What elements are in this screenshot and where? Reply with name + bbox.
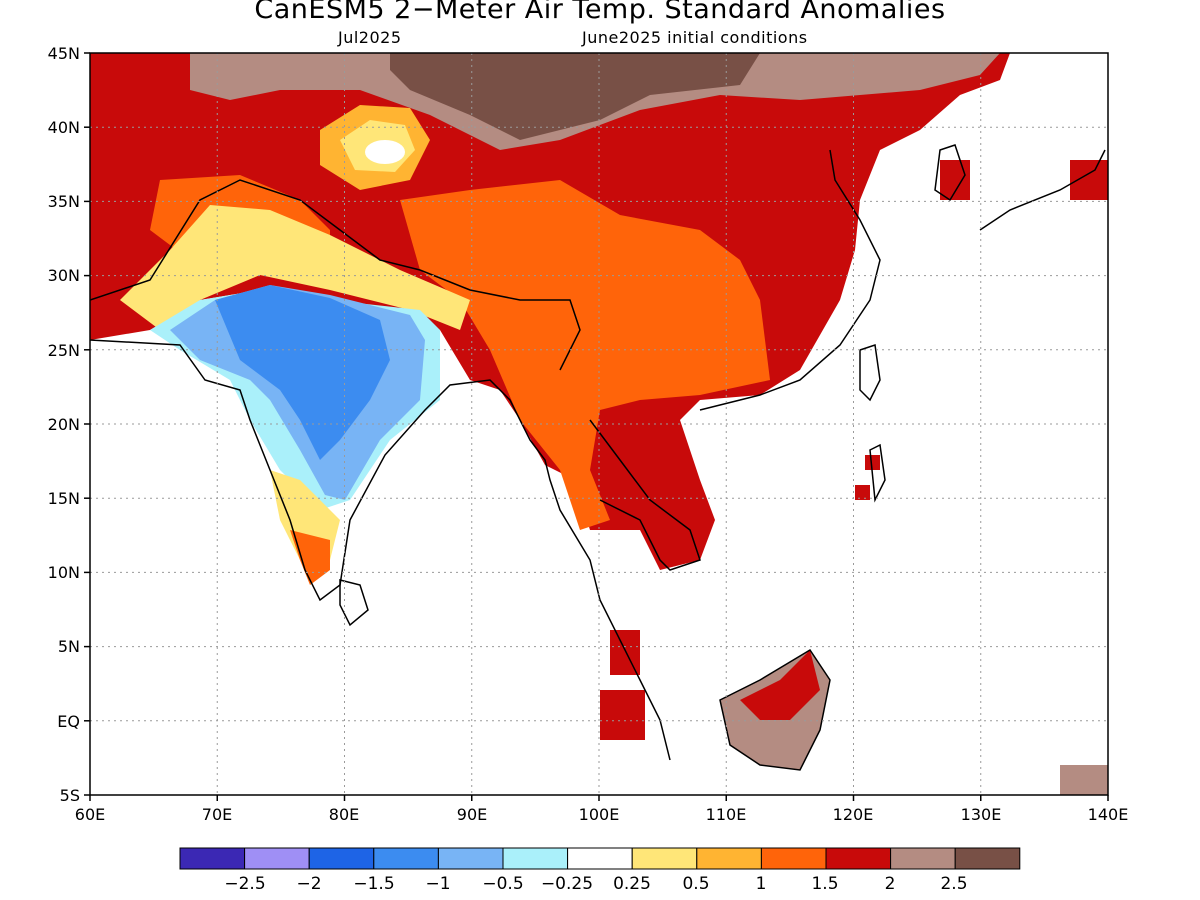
anomaly-field [90,53,1108,795]
colorbar-labels: −2.5 −2 −1.5 −1 −0.5 −0.25 0.25 0.5 1 1.… [224,874,967,894]
colorbar-swatch [760,847,827,870]
orange-china-region [400,180,770,530]
colorbar-swatch [373,847,439,870]
lon-label: 70E [202,805,232,824]
colorbar-swatch [696,847,762,870]
colorbar-tick-label: 1 [756,874,767,894]
colorbar-swatch [825,847,892,870]
lon-label: 90E [457,805,487,824]
lat-label: 35N [48,192,80,211]
india-cool-region-3 [215,285,390,460]
initial-conditions-label: June2025 initial conditions [582,28,808,47]
map-title: CanESM5 2−Meter Air Temp. Standard Anoma… [254,0,946,25]
forecast-month: Jul2025 [338,28,402,47]
lon-label: 130E [961,805,1002,824]
borneo-hot [740,650,820,720]
colorbar-tick-label: −1 [425,874,450,894]
colorbar-tick-label: 0.25 [613,874,651,894]
lat-label: 20N [48,415,80,434]
colorbar-tick-label: −2.5 [224,874,265,894]
lat-label: 40N [48,118,80,137]
colorbar-swatch [308,847,375,870]
india-south-hot [290,530,330,585]
colorbar-tick-label: 2.5 [940,874,967,894]
gridlines [90,53,1108,795]
lon-label: 60E [75,805,105,824]
colorbar-swatch [954,847,1021,870]
lat-label: 5N [58,637,80,656]
lat-label: 30N [48,266,80,285]
lat-label: 5S [60,786,80,805]
dark-brown-north [390,53,760,140]
latitude-labels: 45N 40N 35N 30N 25N 20N 15N 10N 5N EQ 5S [48,44,80,805]
india-south-warm [270,470,340,560]
lon-label: 110E [706,805,747,824]
coastlines [90,144,1106,771]
colorbar-tick-label: −0.25 [541,874,593,894]
lat-label: EQ [57,712,80,731]
colorbar-swatch [567,847,633,870]
colorbar-swatch [179,847,246,870]
colorbar-tick-label: −2 [296,874,321,894]
colorbar-swatch [502,847,569,870]
longitude-labels: 60E 70E 80E 90E 100E 110E 120E 130E 140E [75,805,1129,824]
lat-label: 10N [48,563,80,582]
colorbar-tick-label: 2 [885,874,896,894]
lat-label: 25N [48,341,80,360]
colorbar-swatch [244,847,310,870]
colorbar-swatch [890,847,956,870]
colorbar-tick-label: 0.5 [682,874,709,894]
yellow-himalaya [120,205,470,330]
lat-label: 15N [48,489,80,508]
lon-label: 140E [1088,805,1129,824]
lon-label: 80E [329,805,359,824]
axis-ticks [84,52,1109,801]
lon-label: 120E [833,805,874,824]
colorbar-tick-label: −0.5 [482,874,523,894]
colorbar-swatch [631,847,698,870]
colorbar [179,847,1021,870]
colorbar-tick-label: −1.5 [353,874,394,894]
lon-label: 100E [579,805,620,824]
lat-label: 45N [48,44,80,63]
colorbar-swatch [437,847,504,870]
colorbar-tick-label: 1.5 [811,874,838,894]
